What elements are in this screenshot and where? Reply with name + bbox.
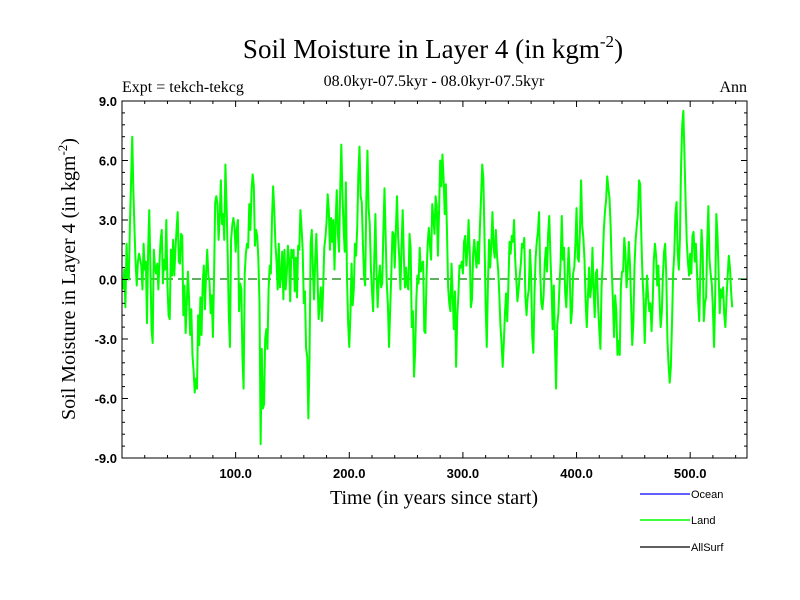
y-tick-label: 3.0 [99, 213, 117, 228]
legend-label-land: Land [691, 515, 715, 527]
x-tick-label: 300.0 [447, 466, 480, 481]
x-tick-label: 400.0 [560, 466, 593, 481]
x-axis-label: Time (in years since start) [330, 487, 538, 509]
y-axis-label-superscript: -2 [55, 145, 70, 156]
plot-area: -9.0 -6.0 -3.0 0.0 3.0 6.0 9.0 100.0 200.0 300.0… [95, 94, 748, 481]
y-tick-label: 6.0 [99, 154, 117, 169]
y-tick-label: -6.0 [95, 392, 117, 407]
chart-title: Soil Moisture in Layer 4 (in kgm-2) [243, 32, 623, 64]
y-tick-label: 0.0 [99, 273, 117, 288]
x-tick-label: 200.0 [333, 466, 366, 481]
y-axis-label: Soil Moisture in Layer 4 (in kgm-2) [55, 138, 80, 420]
chart-subtitle: 08.0kyr-07.5kyr - 08.0kyr-07.5kyr [324, 73, 545, 90]
legend-label-allsurf: AllSurf [691, 542, 724, 554]
x-tick-label: 100.0 [219, 466, 252, 481]
y-tick-label: -3.0 [95, 332, 117, 347]
y-axis-label-text: Soil Moisture in Layer 4 (in kgm [58, 155, 80, 420]
expt-label: Expt = tekch-tekcg [122, 79, 244, 96]
chart-title-close: ) [614, 34, 623, 64]
x-axis-ticks: 100.0 200.0 300.0 400.0 500.0 [144, 101, 737, 481]
chart-title-superscript: -2 [600, 32, 614, 51]
legend-label-ocean: Ocean [691, 489, 723, 501]
y-axis-label-close: ) [58, 138, 80, 145]
legend: Ocean Land AllSurf [640, 489, 724, 554]
season-label: Ann [719, 79, 747, 96]
x-tick-label: 500.0 [674, 466, 707, 481]
land-series-line [122, 109, 734, 446]
chart-title-text: Soil Moisture in Layer 4 (in kgm [243, 34, 600, 64]
y-tick-label: -9.0 [95, 451, 117, 466]
y-tick-label: 9.0 [99, 94, 117, 109]
y-axis-ticks: -9.0 -6.0 -3.0 0.0 3.0 6.0 9.0 [95, 94, 747, 466]
